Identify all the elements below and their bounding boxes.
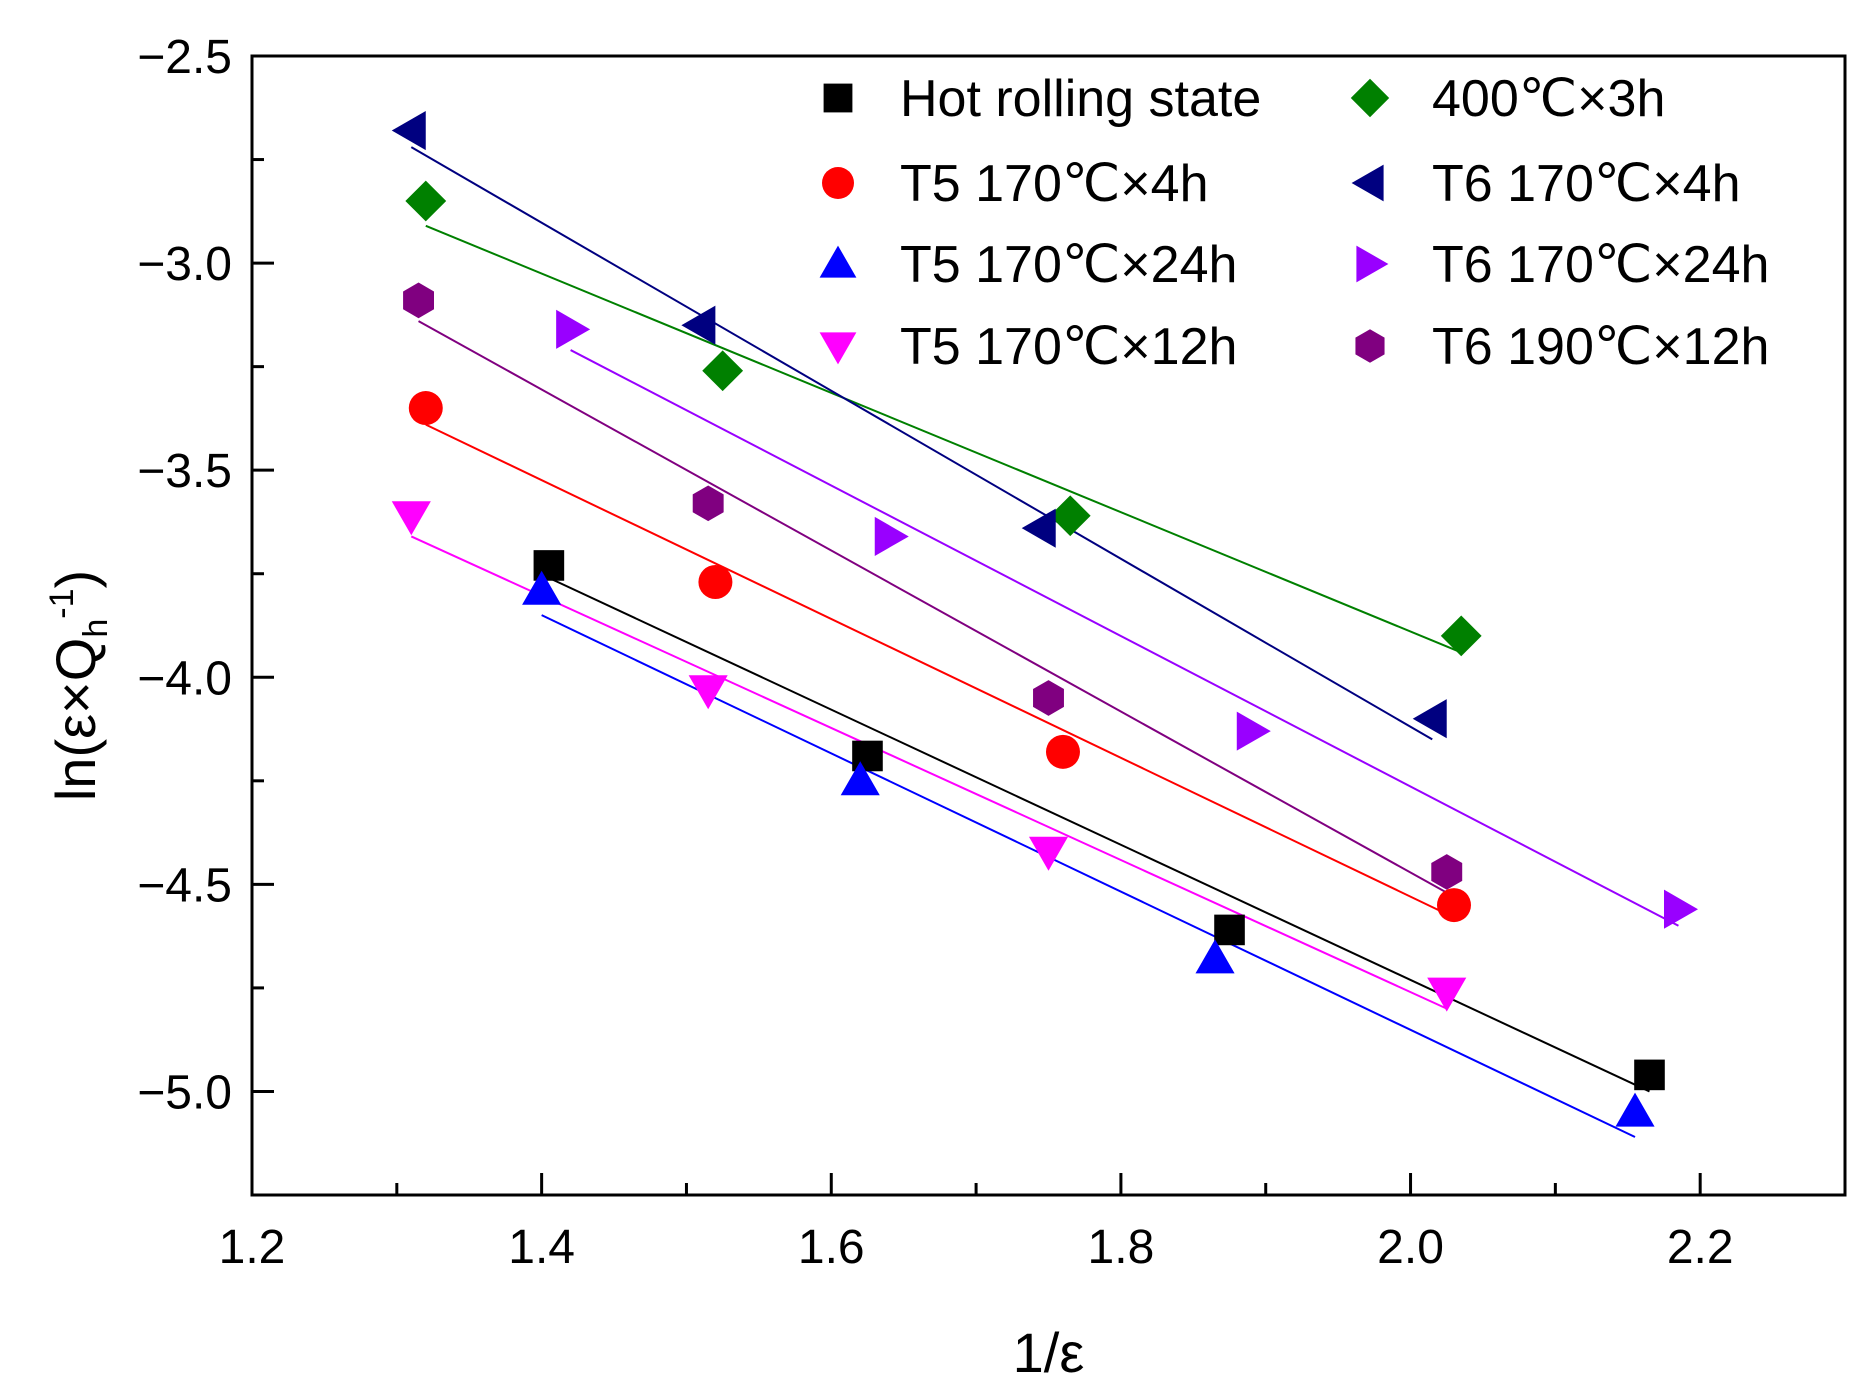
- data-point-t6-170-24h: [556, 309, 591, 349]
- legend-label-t6-170-24h: T6 170℃×24h: [1432, 236, 1769, 294]
- fit-line-t5-170-12h: [410, 535, 1448, 1010]
- fit-line-hot-rolling-state: [548, 576, 1650, 1093]
- legend-marker-hot-rolling-state: [823, 83, 853, 113]
- data-markers: [391, 111, 1699, 1127]
- data-point-t6-170-24h: [1236, 711, 1271, 751]
- fit-line-t6-170-4h: [410, 146, 1433, 741]
- data-point-t5-170-24h: [1615, 1092, 1655, 1127]
- data-point-t6-170-4h: [391, 111, 426, 151]
- fit-line-t5-170-24h: [541, 614, 1636, 1138]
- data-point-hot-rolling-state: [1214, 914, 1245, 946]
- y-axis-title-subscript: h: [77, 619, 115, 638]
- legend-label-t6-190-12h: T6 190℃×12h: [1432, 318, 1769, 376]
- data-point-t5-170-4h: [1436, 888, 1471, 923]
- data-point-t6-190-12h: [403, 282, 434, 319]
- data-point-t5-170-12h: [1427, 977, 1467, 1012]
- data-point-hot-rolling-state: [1634, 1059, 1665, 1091]
- data-point-hot-rolling-state: [852, 740, 883, 772]
- data-point-t6-170-24h: [1664, 889, 1699, 929]
- data-point-400-3h: [702, 350, 744, 392]
- x-axis-title: 1/ε: [1013, 1321, 1085, 1384]
- legend-label-t5-170-12h: T5 170℃×12h: [900, 318, 1237, 376]
- legend-marker-t5-170-4h: [822, 167, 854, 199]
- data-point-t6-170-24h: [874, 516, 909, 557]
- data-point-t5-170-4h: [1045, 734, 1080, 769]
- data-point-t6-170-4h: [1412, 699, 1447, 739]
- x-tick-label: 2.0: [1377, 1221, 1444, 1274]
- data-point-t6-190-12h: [1431, 854, 1463, 890]
- y-axis-title-prefix: ln(ε×Q: [44, 638, 107, 801]
- data-point-t5-170-24h: [840, 761, 880, 796]
- data-point-t6-170-4h: [1021, 508, 1056, 548]
- legend-label-400-3h: 400℃×3h: [1432, 70, 1665, 128]
- data-point-t5-170-12h: [1028, 836, 1069, 871]
- x-tick-label: 1.8: [1088, 1221, 1155, 1274]
- x-axis-ticks: [250, 1173, 1702, 1195]
- data-point-t6-190-12h: [1033, 680, 1064, 716]
- legend-label-t5-170-4h: T5 170℃×4h: [900, 155, 1209, 213]
- data-point-t5-170-4h: [408, 391, 443, 426]
- fit-line-t5-170-4h: [425, 423, 1455, 919]
- fit-line-400-3h: [425, 224, 1462, 654]
- y-axis-title: ln(ε×Qh-1): [43, 570, 115, 801]
- y-axis-title-superscript: -1: [43, 589, 81, 619]
- y-axis-ticks: [252, 54, 274, 1093]
- legend-marker-t6-190-12h: [1355, 329, 1385, 363]
- y-tick-label: −5.0: [137, 1066, 232, 1119]
- y-tick-label: −2.5: [137, 31, 232, 84]
- legend-label-t6-170-4h: T6 170℃×4h: [1432, 155, 1741, 213]
- legend-marker-t6-170-4h: [1351, 164, 1384, 202]
- x-axis-tick-labels: 1.2 1.4 1.6 1.8 2.0 2.2: [219, 1221, 1734, 1274]
- legend-marker-t5-170-24h: [819, 245, 857, 278]
- legend-label-hot-rolling-state: Hot rolling state: [900, 70, 1261, 128]
- data-point-t5-170-24h: [522, 570, 562, 605]
- data-point-400-3h: [405, 180, 447, 222]
- fit-line-t6-170-24h: [570, 349, 1679, 927]
- data-point-t6-190-12h: [692, 485, 724, 522]
- y-tick-label: −3.5: [137, 445, 232, 498]
- legend-label-t5-170-24h: T5 170℃×24h: [900, 236, 1237, 294]
- data-point-t5-170-4h: [698, 565, 733, 600]
- y-axis-title-suffix: ): [44, 570, 107, 589]
- x-tick-label: 2.2: [1667, 1221, 1734, 1274]
- y-tick-label: −4.0: [137, 652, 232, 705]
- data-point-400-3h: [1049, 495, 1091, 537]
- x-tick-label: 1.2: [219, 1221, 286, 1274]
- fit-line-t6-190-12h: [418, 320, 1448, 894]
- legend: Hot rolling state T5 170℃×4h T5 170℃×24h T5…: [819, 70, 1769, 376]
- x-tick-label: 1.6: [798, 1221, 865, 1274]
- data-point-t5-170-12h: [391, 501, 431, 536]
- x-tick-label: 1.4: [508, 1221, 575, 1274]
- y-axis-tick-labels: −2.5 −3.0 −3.5 −4.0 −4.5 −5.0: [137, 31, 232, 1119]
- legend-marker-400-3h: [1350, 78, 1390, 118]
- data-point-t5-170-12h: [688, 675, 728, 710]
- plot-frame: [250, 54, 1847, 1197]
- data-point-400-3h: [1440, 615, 1482, 657]
- data-point-t6-170-4h: [681, 305, 716, 345]
- y-tick-label: −3.0: [137, 238, 232, 291]
- y-tick-label: −4.5: [137, 859, 232, 912]
- fit-lines: [410, 146, 1679, 1138]
- data-point-hot-rolling-state: [533, 550, 565, 581]
- legend-marker-t6-170-24h: [1356, 245, 1389, 283]
- legend-marker-t5-170-12h: [819, 332, 857, 365]
- data-point-t5-170-24h: [1195, 939, 1235, 974]
